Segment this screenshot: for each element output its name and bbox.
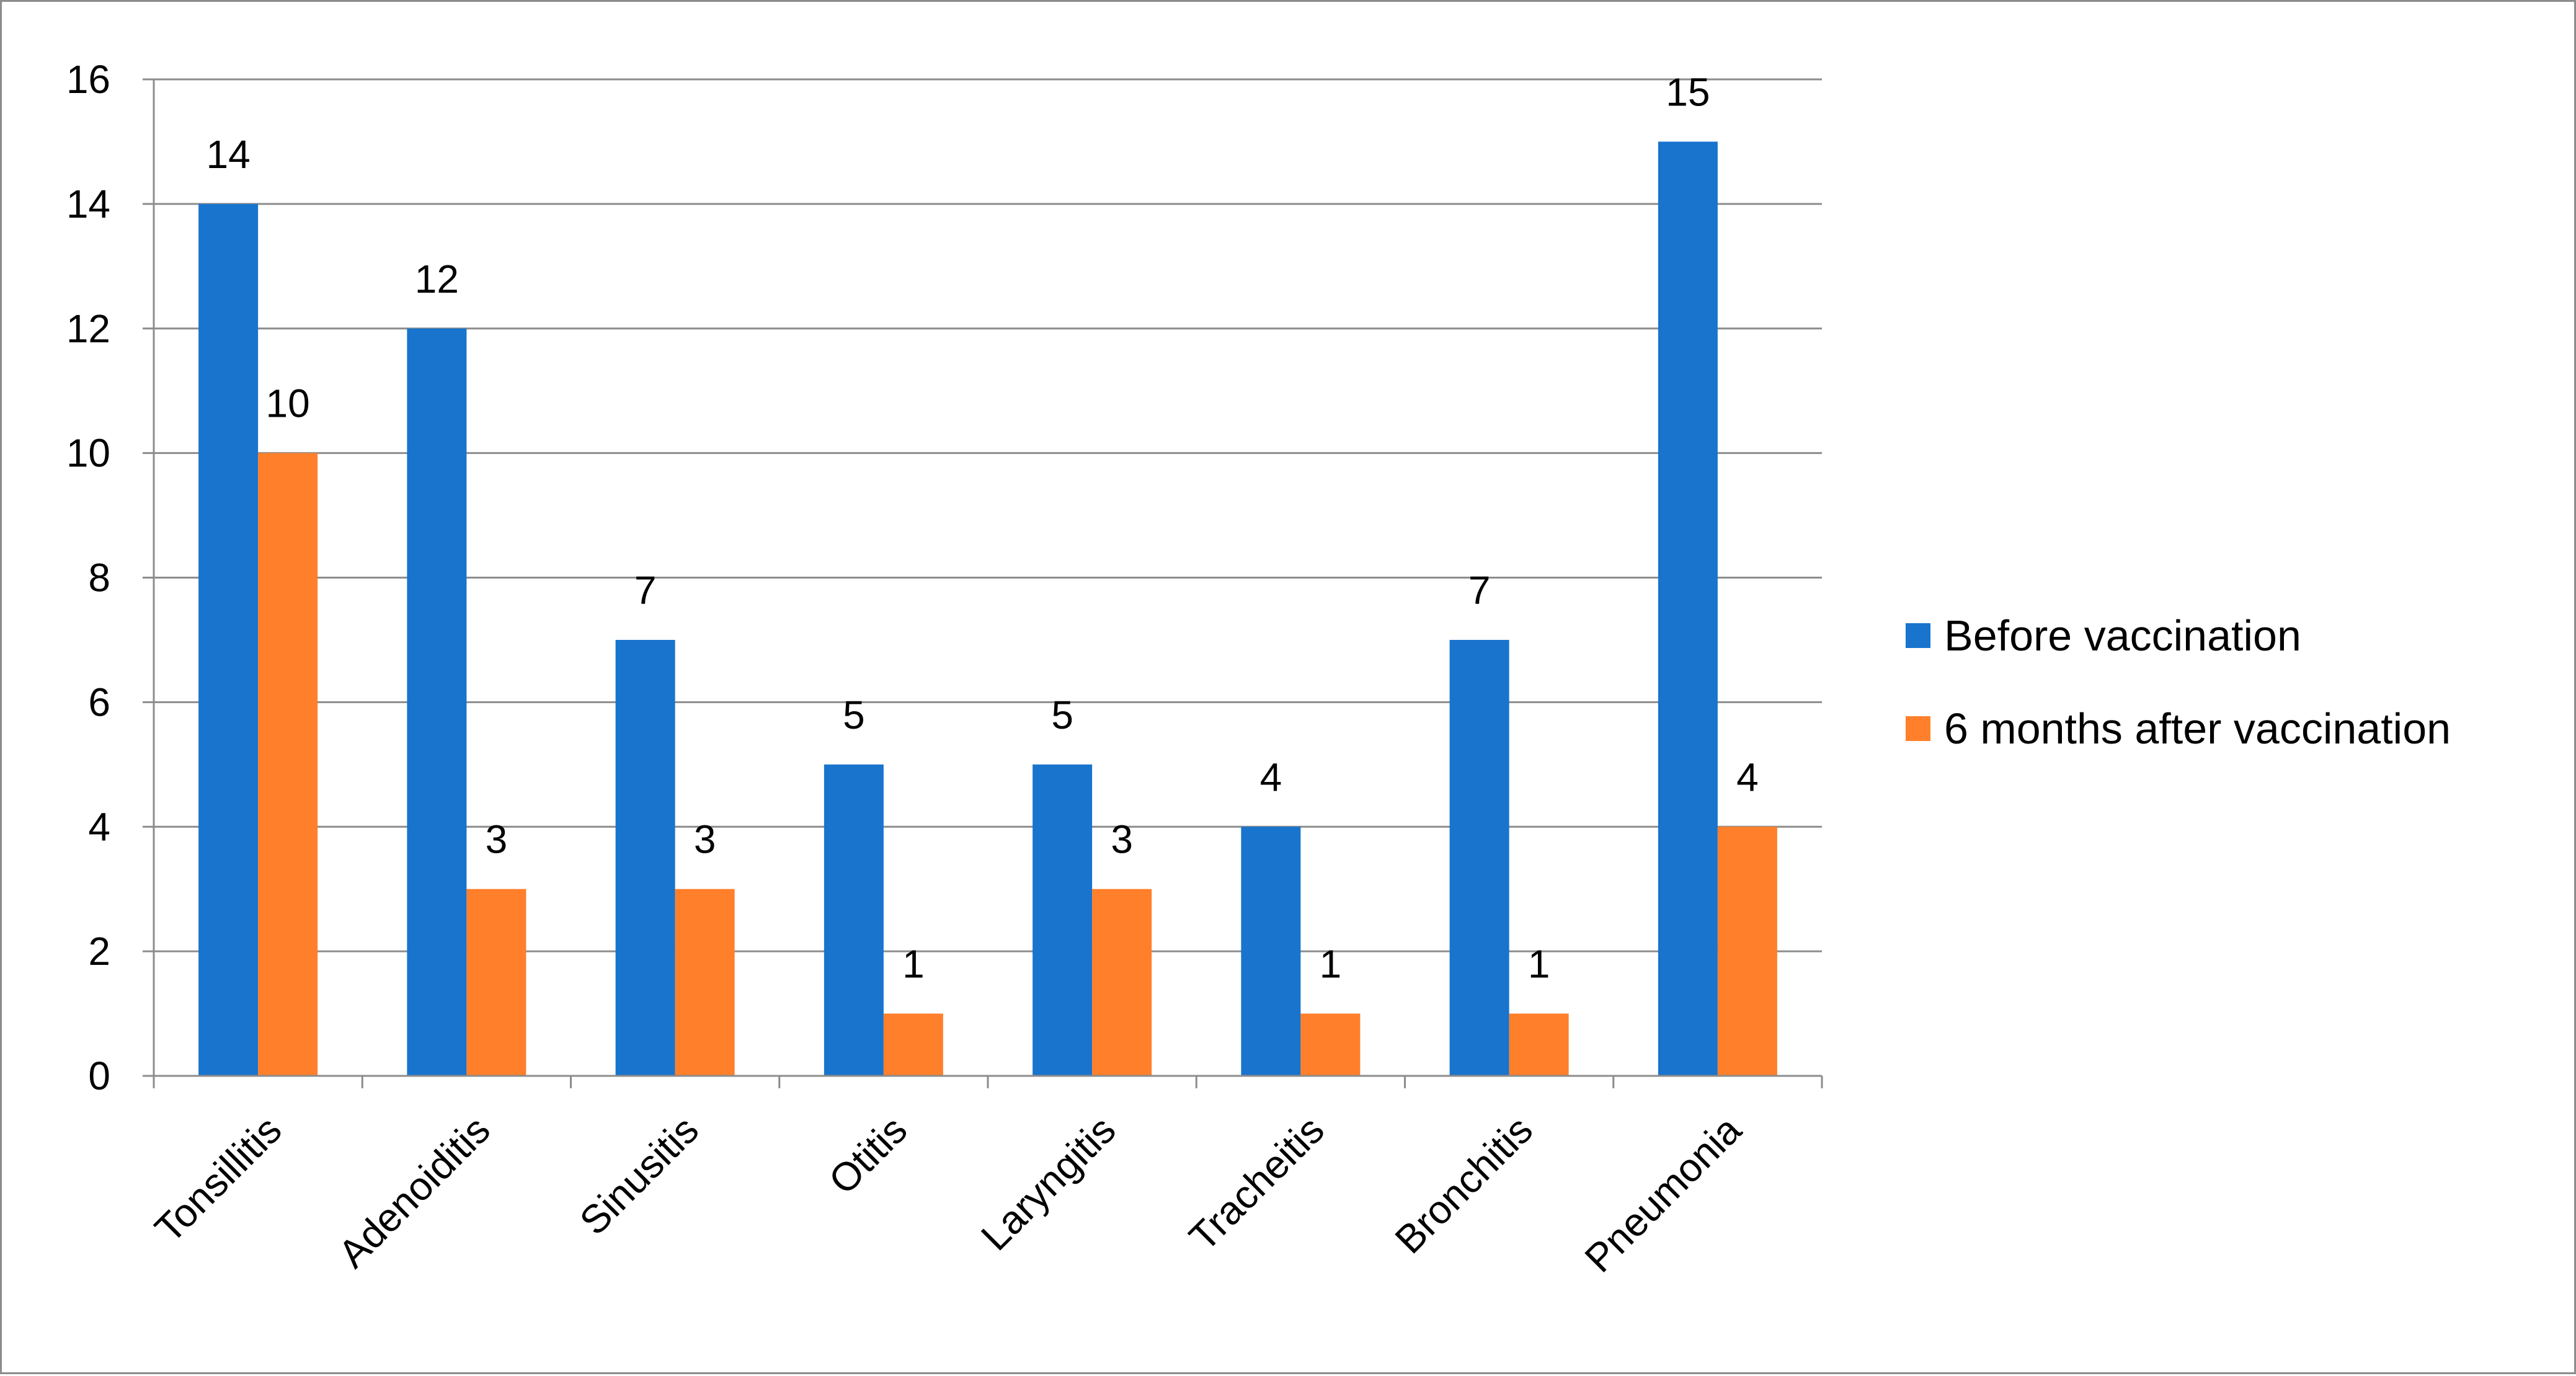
bar <box>1717 827 1777 1076</box>
x-category-label: Tracheitis <box>1181 1107 1333 1259</box>
bar <box>1509 1013 1569 1076</box>
data-label: 3 <box>1111 817 1133 862</box>
data-label: 3 <box>694 817 716 862</box>
x-category-label: Tonsillitis <box>146 1107 290 1251</box>
x-axis-labels: Tonsillitis Adenoiditis Sinusitis Otitis Lar… <box>146 1107 1750 1281</box>
bar <box>407 328 467 1076</box>
bar <box>198 203 259 1076</box>
bar <box>1241 827 1301 1076</box>
data-label: 1 <box>1320 942 1342 987</box>
data-label: 15 <box>1666 69 1710 114</box>
bar <box>1658 141 1718 1076</box>
data-label: 7 <box>1468 568 1491 613</box>
x-category-label: Otitis <box>820 1107 915 1203</box>
data-label: 1 <box>902 942 925 987</box>
y-tick-label: 16 <box>66 57 110 102</box>
x-category-label: Sinusitis <box>571 1107 707 1243</box>
bar <box>615 639 675 1076</box>
x-category-label: Adenoiditis <box>330 1107 499 1276</box>
bar <box>1033 764 1093 1076</box>
data-label: 4 <box>1736 755 1759 799</box>
legend-label: Before vaccination <box>1944 611 2301 660</box>
bar <box>675 889 735 1076</box>
y-tick-label: 8 <box>88 556 110 600</box>
bar <box>258 453 318 1076</box>
data-label: 4 <box>1260 755 1282 799</box>
x-category-label: Laryngitis <box>972 1107 1124 1259</box>
legend-label: 6 months after vaccination <box>1944 704 2451 753</box>
bar <box>1300 1013 1361 1076</box>
x-category-label: Bronchitis <box>1387 1107 1542 1263</box>
bar <box>466 889 526 1076</box>
legend: Before vaccination 6 months after vaccina… <box>1906 611 2451 753</box>
x-category-label: Pneumonia <box>1576 1107 1750 1281</box>
gridlines <box>154 78 1822 952</box>
data-label: 3 <box>486 817 508 862</box>
y-tick-label: 10 <box>66 431 110 476</box>
y-tick-label: 2 <box>88 929 110 974</box>
legend-swatch <box>1906 623 1930 648</box>
axes <box>153 79 1823 1088</box>
y-tick-label: 12 <box>66 306 110 351</box>
bar <box>883 1013 943 1076</box>
data-label: 5 <box>1051 693 1073 737</box>
data-label: 7 <box>634 568 657 613</box>
y-tick-label: 6 <box>88 680 110 724</box>
data-label: 10 <box>266 381 310 426</box>
bar <box>1092 889 1152 1076</box>
data-label: 14 <box>207 132 251 177</box>
data-label: 12 <box>415 257 459 301</box>
data-label: 1 <box>1528 942 1550 987</box>
y-tick-label: 4 <box>88 804 110 849</box>
legend-swatch <box>1906 716 1930 741</box>
bars <box>198 141 1777 1076</box>
y-tick-label: 14 <box>66 182 110 226</box>
y-axis-ticks: 0 2 4 6 8 10 12 14 16 <box>66 57 154 1098</box>
bar <box>824 764 884 1076</box>
bar <box>1449 639 1509 1076</box>
data-label: 5 <box>843 693 865 737</box>
y-tick-label: 0 <box>88 1054 110 1098</box>
